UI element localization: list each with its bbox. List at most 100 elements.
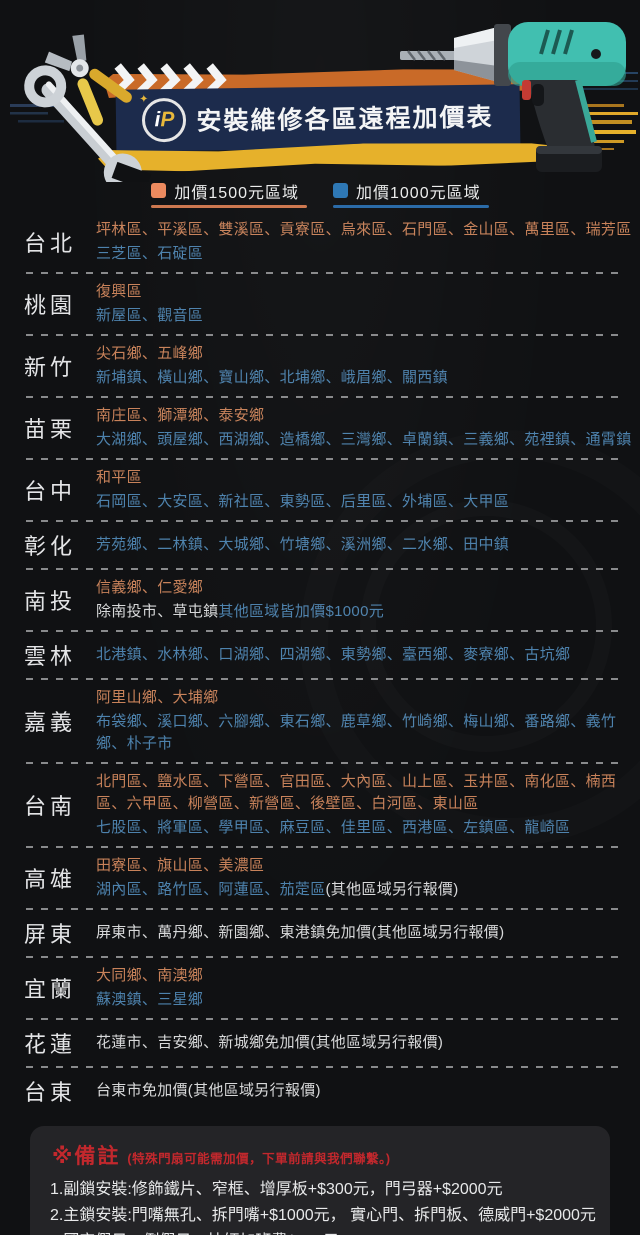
region-line: 田寮區、旗山區、美濃區 xyxy=(96,855,632,877)
legend-item: 加價1000元區域 xyxy=(333,180,489,208)
region-lines: 芳苑鄉、二林鎮、大城鄉、竹塘鄉、溪洲鄉、二水鄉、田中鎮 xyxy=(96,530,632,560)
region-lines: 田寮區、旗山區、美濃區 湖內區、路竹區、阿蓮區、茄萣區(其他區域另行報價) xyxy=(96,855,632,901)
row-divider xyxy=(26,520,622,522)
drill-icon xyxy=(400,22,638,172)
regions-note: 花蓮市、吉安鄉、新城鄉免加價(其他區域另行報價) xyxy=(96,1034,444,1051)
legend-label: 加價1500元區域 xyxy=(174,184,299,202)
county-label: 南投 xyxy=(24,589,77,614)
county-label: 彰化 xyxy=(24,534,77,559)
row-divider xyxy=(26,396,622,398)
row-divider xyxy=(26,1066,622,1068)
legend-underline xyxy=(151,205,307,208)
row-divider xyxy=(26,334,622,336)
region-lines: 屏東市、萬丹鄉、新園鄉、東港鎮免加價(其他區域另行報價) xyxy=(96,918,632,948)
table-row: 新竹 尖石鄉、五峰鄉新埔鎮、橫山鄉、寶山鄉、北埔鄉、峨眉鄉、關西鎮 xyxy=(0,336,640,396)
region-lines: 北門區、鹽水區、下營區、官田區、大內區、山上區、玉井區、南化區、楠西區、六甲區、… xyxy=(96,771,632,839)
regions-note: 除南投市、草屯鎮 xyxy=(96,603,219,620)
county-label: 宜蘭 xyxy=(24,977,77,1002)
region-line: 和平區 xyxy=(96,467,632,489)
region-line: 新埔鎮、橫山鄉、寶山鄉、北埔鄉、峨眉鄉、關西鎮 xyxy=(96,367,632,389)
table-row: 台中 和平區石岡區、大安區、新社區、東勢區、后里區、外埔區、大甲區 xyxy=(0,460,640,520)
table-row: 台北 坪林區、平溪區、雙溪區、貢寮區、烏來區、石門區、金山區、萬里區、瑞芳區三芝… xyxy=(0,212,640,272)
table-row: 宜蘭 大同鄉、南澳鄉蘇澳鎮、三星鄉 xyxy=(0,958,640,1018)
county-label: 花蓮 xyxy=(24,1032,77,1057)
region-lines: 阿里山鄉、大埔鄉 布袋鄉、溪口鄉、六腳鄉、東石鄉、鹿草鄉、竹崎鄉、梅山鄉、番路鄉、… xyxy=(96,687,632,755)
regions-surcharge-1500: 尖石鄉、五峰鄉 xyxy=(96,345,204,362)
region-lines: 尖石鄉、五峰鄉新埔鎮、橫山鄉、寶山鄉、北埔鄉、峨眉鄉、關西鎮 xyxy=(96,343,632,389)
region-line: 花蓮市、吉安鄉、新城鄉免加價(其他區域另行報價) xyxy=(96,1032,632,1054)
region-lines: 坪林區、平溪區、雙溪區、貢寮區、烏來區、石門區、金山區、萬里區、瑞芳區三芝區、石… xyxy=(96,219,632,265)
pliers-wrench-icon xyxy=(10,34,152,182)
region-line: 台東市免加價(其他區域另行報價) xyxy=(96,1080,632,1102)
row-divider xyxy=(26,458,622,460)
regions-surcharge-1000: 七股區、將軍區、學甲區、麻豆區、佳里區、西港區、左鎮區、龍崎區 xyxy=(96,819,571,836)
region-line: 坪林區、平溪區、雙溪區、貢寮區、烏來區、石門區、金山區、萬里區、瑞芳區 xyxy=(96,219,632,241)
regions-surcharge-1000: 其他區域皆加價$1000元 xyxy=(218,603,385,620)
regions-surcharge-1000: 大湖鄉、頭屋鄉、西湖鄉、造橋鄉、三灣鄉、卓蘭鎮、三義鄉、苑裡鎮、通霄鎮 xyxy=(96,431,632,448)
region-line: 蘇澳鎮、三星鄉 xyxy=(96,989,632,1011)
region-lines: 大同鄉、南澳鄉蘇澳鎮、三星鄉 xyxy=(96,965,632,1011)
regions-surcharge-1500: 信義鄉、仁愛鄉 xyxy=(96,579,204,596)
county-label: 雲林 xyxy=(24,644,77,669)
county-label: 台北 xyxy=(24,231,77,256)
region-table: 台北 坪林區、平溪區、雙溪區、貢寮區、烏來區、石門區、金山區、萬里區、瑞芳區三芝… xyxy=(0,212,640,1114)
county-label: 新竹 xyxy=(24,355,77,380)
legend-swatch xyxy=(151,183,167,198)
region-lines: 和平區石岡區、大安區、新社區、東勢區、后里區、外埔區、大甲區 xyxy=(96,467,632,513)
region-line: 芳苑鄉、二林鎮、大城鄉、竹塘鄉、溪洲鄉、二水鄉、田中鎮 xyxy=(96,534,632,556)
county-label: 屏東 xyxy=(24,922,77,947)
regions-surcharge-1500: 復興區 xyxy=(96,283,142,300)
table-row: 雲林 北港鎮、水林鄉、口湖鄉、四湖鄉、東勢鄉、臺西鄉、麥寮鄉、古坑鄉 xyxy=(0,632,640,678)
region-line: 尖石鄉、五峰鄉 xyxy=(96,343,632,365)
regions-surcharge-1000: 布袋鄉、溪口鄉、六腳鄉、東石鄉、鹿草鄉、竹崎鄉、梅山鄉、番路鄉、義竹鄉、朴子市 xyxy=(96,713,617,752)
region-line: 北門區、鹽水區、下營區、官田區、大內區、山上區、玉井區、南化區、楠西區、六甲區、… xyxy=(96,771,632,815)
region-line: 屏東市、萬丹鄉、新園鄉、東港鎮免加價(其他區域另行報價) xyxy=(96,922,632,944)
county-label: 台中 xyxy=(24,479,77,504)
note-item: 2.主鎖安裝:門嘴無孔、拆門嘴+$1000元， 實心門、拆門板、德威門+$200… xyxy=(50,1207,596,1224)
regions-surcharge-1500: 大同鄉、南澳鄉 xyxy=(96,967,204,984)
region-line: 布袋鄉、溪口鄉、六腳鄉、東石鄉、鹿草鄉、竹崎鄉、梅山鄉、番路鄉、義竹鄉、朴子市 xyxy=(96,711,632,755)
regions-surcharge-1000: 新屋區、觀音區 xyxy=(96,307,204,324)
row-divider xyxy=(26,762,622,764)
region-line: 三芝區、石碇區 xyxy=(96,243,632,265)
regions-surcharge-1000: 新埔鎮、橫山鄉、寶山鄉、北埔鄉、峨眉鄉、關西鎮 xyxy=(96,369,448,386)
region-lines: 復興區新屋區、觀音區 xyxy=(96,281,632,327)
notes-list: 1.副鎖安裝:修飾鐵片、窄框、增厚板+$300元，門弓器+$2000元 2.主鎖安… xyxy=(50,1178,600,1235)
table-row: 南投 信義鄉、仁愛鄉 除南投市、草屯鎮其他區域皆加價$1000元 xyxy=(0,570,640,630)
region-lines: 北港鎮、水林鄉、口湖鄉、四湖鄉、東勢鄉、臺西鄉、麥寮鄉、古坑鄉 xyxy=(96,640,632,670)
row-divider xyxy=(26,1018,622,1020)
regions-surcharge-1000: 石岡區、大安區、新社區、東勢區、后里區、外埔區、大甲區 xyxy=(96,493,510,510)
row-divider xyxy=(26,272,622,274)
region-line: 七股區、將軍區、學甲區、麻豆區、佳里區、西港區、左鎮區、龍崎區 xyxy=(96,817,632,839)
county-label: 苗栗 xyxy=(24,417,77,442)
county-label: 台東 xyxy=(24,1080,77,1105)
regions-note: 屏東市、萬丹鄉、新園鄉、東港鎮免加價(其他區域另行報價) xyxy=(96,924,505,941)
county-label: 桃園 xyxy=(24,293,77,318)
region-lines: 信義鄉、仁愛鄉 除南投市、草屯鎮其他區域皆加價$1000元 xyxy=(96,577,632,623)
region-line: 復興區 xyxy=(96,281,632,303)
county-label: 台南 xyxy=(24,794,77,819)
region-line: 除南投市、草屯鎮其他區域皆加價$1000元 xyxy=(96,601,632,623)
regions-surcharge-1500: 坪林區、平溪區、雙溪區、貢寮區、烏來區、石門區、金山區、萬里區、瑞芳區 xyxy=(96,221,632,238)
table-row: 屏東 屏東市、萬丹鄉、新園鄉、東港鎮免加價(其他區域另行報價) xyxy=(0,910,640,956)
regions-surcharge-1000: 湖內區、路竹區、阿蓮區、茄萣區 xyxy=(96,881,326,898)
region-line: 信義鄉、仁愛鄉 xyxy=(96,577,632,599)
legend-label: 加價1000元區域 xyxy=(356,184,481,202)
header-banner: ✦ i P 安裝維修各區遠程加價表 xyxy=(0,0,640,182)
regions-surcharge-1500: 北門區、鹽水區、下營區、官田區、大內區、山上區、玉井區、南化區、楠西區、六甲區、… xyxy=(96,773,617,812)
table-row: 桃園 復興區新屋區、觀音區 xyxy=(0,274,640,334)
region-line: 大湖鄉、頭屋鄉、西湖鄉、造橋鄉、三灣鄉、卓蘭鎮、三義鄉、苑裡鎮、通霄鎮 xyxy=(96,429,632,451)
region-lines: 台東市免加價(其他區域另行報價) xyxy=(96,1076,632,1106)
note-item: 1.副鎖安裝:修飾鐵片、窄框、增厚板+$300元，門弓器+$2000元 xyxy=(50,1181,503,1198)
table-row: 花蓮 花蓮市、吉安鄉、新城鄉免加價(其他區域另行報價) xyxy=(0,1020,640,1066)
table-row: 苗栗 南庄區、獅潭鄉、泰安鄉大湖鄉、頭屋鄉、西湖鄉、造橋鄉、三灣鄉、卓蘭鎮、三義… xyxy=(0,398,640,458)
region-line: 南庄區、獅潭鄉、泰安鄉 xyxy=(96,405,632,427)
region-line: 石岡區、大安區、新社區、東勢區、后里區、外埔區、大甲區 xyxy=(96,491,632,513)
table-row: 台南 北門區、鹽水區、下營區、官田區、大內區、山上區、玉井區、南化區、楠西區、六… xyxy=(0,764,640,846)
region-line: 北港鎮、水林鄉、口湖鄉、四湖鄉、東勢鄉、臺西鄉、麥寮鄉、古坑鄉 xyxy=(96,644,632,666)
regions-surcharge-1500: 南庄區、獅潭鄉、泰安鄉 xyxy=(96,407,265,424)
row-divider xyxy=(26,908,622,910)
region-line: 大同鄉、南澳鄉 xyxy=(96,965,632,987)
region-lines: 南庄區、獅潭鄉、泰安鄉大湖鄉、頭屋鄉、西湖鄉、造橋鄉、三灣鄉、卓蘭鎮、三義鄉、苑… xyxy=(96,405,632,451)
